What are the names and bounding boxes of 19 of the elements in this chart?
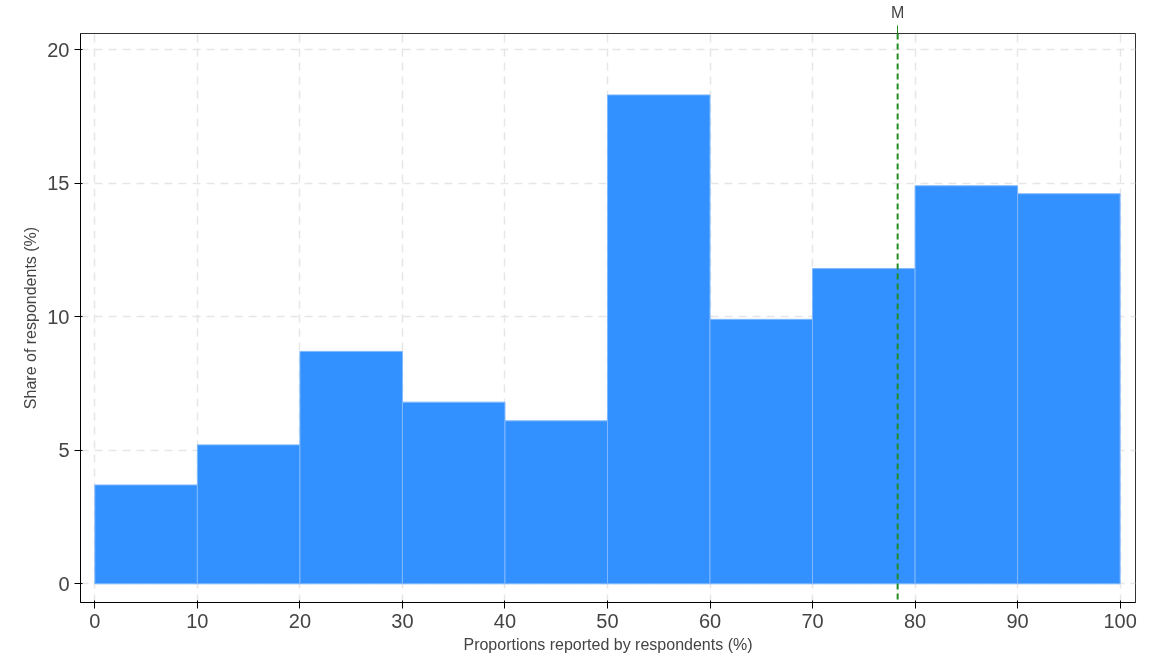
- x-tick-label: 90: [1006, 609, 1029, 632]
- x-tick-label: 60: [698, 609, 722, 632]
- y-tick-label: 0: [58, 572, 70, 595]
- ref-line-label: M: [890, 3, 905, 21]
- y-axis-title: Share of respondents (%): [22, 226, 40, 410]
- x-tick-label: 30: [391, 609, 414, 632]
- x-tick-label: 20: [288, 609, 312, 632]
- x-tick-label: 40: [493, 609, 517, 632]
- x-tick-label: 100: [1103, 609, 1137, 632]
- x-tick-label: 80: [903, 609, 927, 632]
- x-tick-label: 10: [186, 609, 209, 632]
- y-tick-label: 10: [47, 305, 70, 328]
- x-tick-label: 70: [801, 609, 824, 632]
- x-axis-title: Proportions reported by respondents (%): [463, 635, 753, 653]
- y-tick-label: 20: [47, 38, 70, 61]
- x-tick-label: 0: [89, 609, 101, 632]
- x-tick-label: 50: [596, 609, 619, 632]
- y-tick-label: 15: [47, 172, 70, 195]
- y-tick-label: 5: [58, 439, 70, 462]
